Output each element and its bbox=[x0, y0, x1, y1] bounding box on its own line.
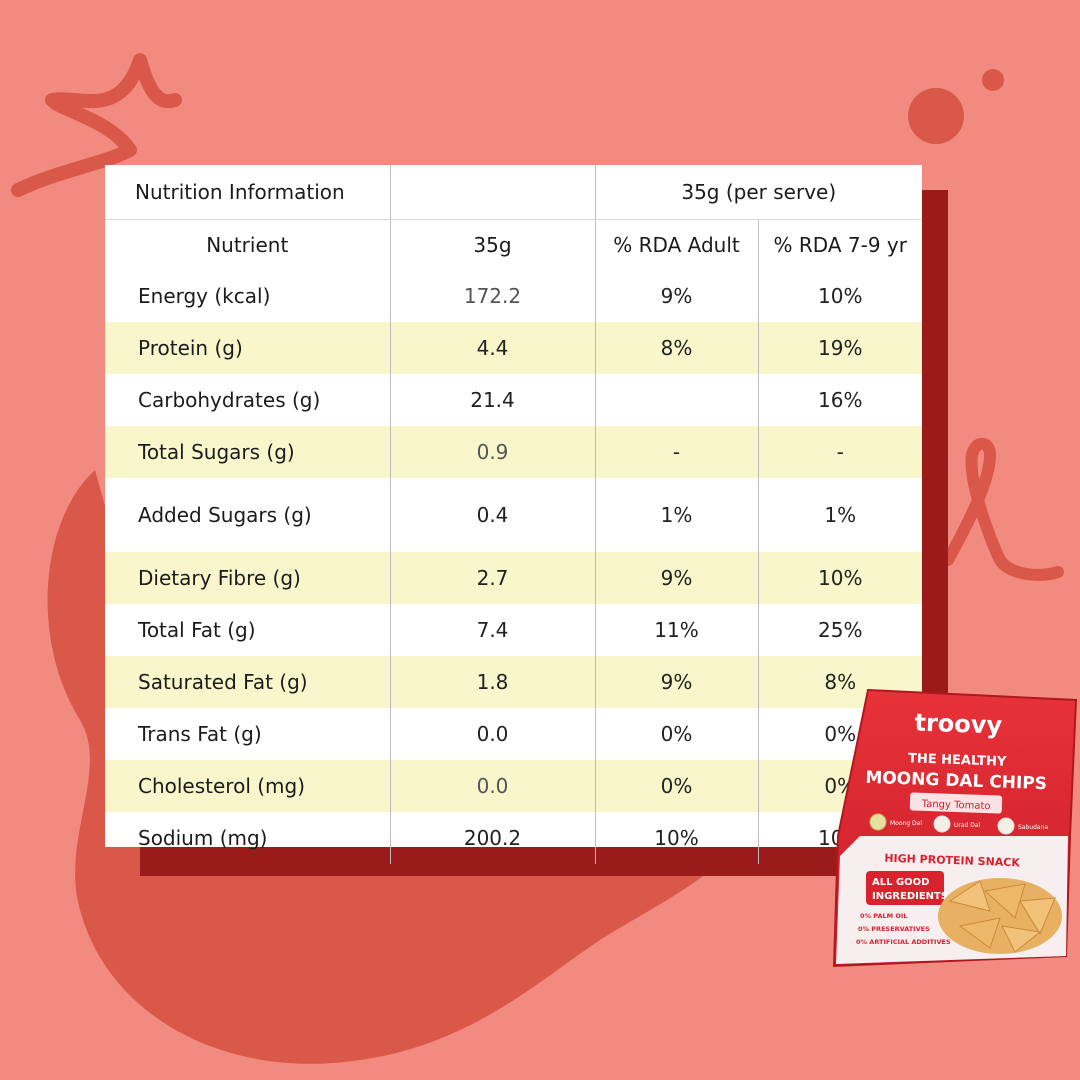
dot-large bbox=[908, 88, 964, 144]
nutrient-amount: 7.4 bbox=[389, 604, 595, 656]
rda-adult: 0% bbox=[594, 760, 758, 812]
ingredient-3: Sabudana bbox=[1018, 824, 1048, 831]
claim-1: 0% PALM OIL bbox=[860, 912, 907, 920]
dot-small bbox=[982, 69, 1004, 91]
rda-child: - bbox=[757, 426, 922, 478]
rda-child: 25% bbox=[757, 604, 922, 656]
flavour-label: Tangy Tomato bbox=[921, 799, 991, 812]
rda-adult: 9% bbox=[594, 270, 758, 322]
nutrient-amount: 0.4 bbox=[389, 478, 595, 552]
nutrition-table: Nutrition Information 35g (per serve) Nu… bbox=[105, 165, 922, 864]
table-row: Total Sugars (g) 0.9 - - bbox=[105, 426, 922, 478]
table-row: Energy (kcal) 172.2 9% 10% bbox=[105, 270, 922, 322]
rda-child: 16% bbox=[757, 374, 922, 426]
rda-adult: 11% bbox=[594, 604, 758, 656]
product-package: troovy THE HEALTHY MOONG DAL CHIPS Tangy… bbox=[832, 688, 1078, 968]
table-row: Dietary Fibre (g) 2.7 9% 10% bbox=[105, 552, 922, 604]
claim-2: 0% PRESERVATIVES bbox=[858, 925, 930, 933]
flavour-tag bbox=[909, 792, 1003, 814]
claim-3: 0% ARTIFICIAL ADDITIVES bbox=[856, 938, 951, 946]
rda-adult: 9% bbox=[594, 552, 758, 604]
nutrient-name: Total Fat (g) bbox=[138, 618, 256, 642]
table-title: Nutrition Information bbox=[105, 165, 390, 220]
nutrient-name: Carbohydrates (g) bbox=[138, 388, 321, 412]
nutrient-name: Total Sugars (g) bbox=[105, 426, 390, 478]
nutrient-amount: 1.8 bbox=[389, 656, 595, 708]
nutrient-amount: 0.0 bbox=[389, 760, 595, 812]
chips-image bbox=[938, 878, 1062, 954]
nutrient-amount: 0.0 bbox=[389, 708, 595, 760]
brand-logo: troovy bbox=[914, 708, 1003, 739]
table-row: Total Fat (g) 7.4 11% 25% bbox=[105, 604, 922, 656]
sabudana-icon bbox=[997, 817, 1015, 835]
nutrient-amount: 200.2 bbox=[389, 812, 595, 864]
ingredient-1: Moong Dal bbox=[890, 820, 922, 827]
ingredient-2: Urad Dal bbox=[954, 822, 981, 829]
nutrient-amount: 2.7 bbox=[389, 552, 595, 604]
badge bbox=[866, 871, 944, 905]
column-header-rda-child: % RDA 7-9 yr bbox=[757, 219, 922, 270]
rda-child: 10% bbox=[757, 270, 922, 322]
rda-adult: 10% bbox=[594, 812, 758, 864]
column-header-nutrient: Nutrient bbox=[206, 233, 289, 257]
rda-adult: 8% bbox=[594, 322, 758, 374]
nutrient-name: Sodium (mg) bbox=[138, 826, 268, 850]
table-row: Cholesterol (mg) 0.0 0% 0% bbox=[105, 760, 922, 812]
loop-right bbox=[942, 437, 1064, 581]
package-line1: THE HEALTHY bbox=[908, 751, 1007, 769]
squiggle-top-left bbox=[11, 53, 182, 197]
table-row: Sodium (mg) 200.2 10% 10% bbox=[105, 812, 922, 864]
nutrient-amount: 4.4 bbox=[389, 322, 595, 374]
table-row: Carbohydrates (g) 21.4 16% bbox=[105, 374, 922, 426]
serving-header: 35g (per serve) bbox=[594, 165, 922, 220]
nutrient-amount: 0.9 bbox=[389, 426, 595, 478]
moong-dal-icon bbox=[869, 813, 887, 831]
nutrient-name: Energy (kcal) bbox=[138, 284, 271, 308]
rda-adult: 9% bbox=[594, 656, 758, 708]
rda-child: 10% bbox=[757, 552, 922, 604]
title-blank-cell bbox=[389, 165, 595, 220]
table-row: Saturated Fat (g) 1.8 9% 8% bbox=[105, 656, 922, 708]
nutrient-name: Saturated Fat (g) bbox=[105, 656, 390, 708]
rda-child: 19% bbox=[757, 322, 922, 374]
nutrient-name: Cholesterol (mg) bbox=[105, 760, 390, 812]
table-title-row: Nutrition Information 35g (per serve) bbox=[105, 165, 922, 220]
banner-text: HIGH PROTEIN SNACK bbox=[884, 852, 1020, 870]
urad-dal-icon bbox=[933, 815, 951, 833]
rda-adult: - bbox=[594, 426, 758, 478]
column-header-row: Nutrient 35g % RDA Adult % RDA 7-9 yr bbox=[105, 219, 922, 270]
table-row: Trans Fat (g) 0.0 0% 0% bbox=[105, 708, 922, 760]
nutrient-name: Protein (g) bbox=[105, 322, 390, 374]
nutrient-name: Added Sugars (g) bbox=[138, 503, 312, 527]
badge-line1: ALL GOOD bbox=[872, 877, 929, 888]
table-row: Added Sugars (g) 0.4 1% 1% bbox=[105, 478, 922, 552]
rda-adult bbox=[594, 374, 758, 426]
column-header-rda-adult: % RDA Adult bbox=[594, 219, 758, 270]
badge-line2: INGREDIENTS bbox=[872, 891, 948, 902]
table-row: Protein (g) 4.4 8% 19% bbox=[105, 322, 922, 374]
nutrition-table-card: Nutrition Information 35g (per serve) Nu… bbox=[105, 165, 922, 864]
rda-child: 1% bbox=[757, 478, 922, 552]
nutrient-name: Dietary Fibre (g) bbox=[105, 552, 390, 604]
nutrient-amount: 21.4 bbox=[389, 374, 595, 426]
rda-adult: 0% bbox=[594, 708, 758, 760]
nutrient-amount: 172.2 bbox=[389, 270, 595, 322]
rda-adult: 1% bbox=[594, 478, 758, 552]
column-header-amount: 35g bbox=[389, 219, 595, 270]
nutrient-name: Trans Fat (g) bbox=[138, 722, 262, 746]
